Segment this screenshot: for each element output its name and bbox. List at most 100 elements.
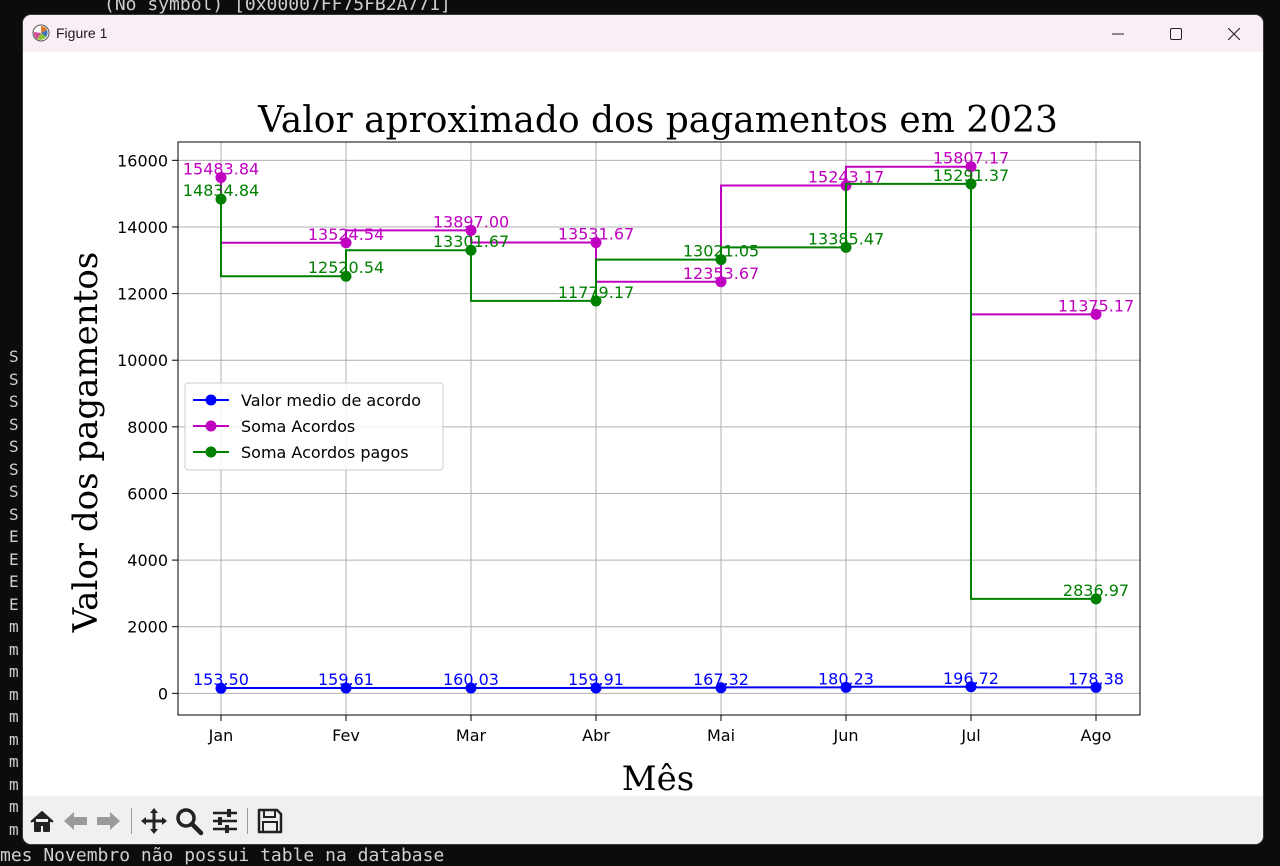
x-tick-label: Mai bbox=[707, 726, 735, 745]
legend-label: Valor medio de acordo bbox=[241, 391, 421, 410]
toolbar-separator bbox=[131, 808, 132, 834]
terminal-top-line: (No symbol) [0x00007FF75FB2A771] bbox=[104, 0, 451, 15]
data-label: 13531.67 bbox=[558, 225, 634, 244]
x-tick-label: Jan bbox=[208, 726, 234, 745]
terminal-char: S bbox=[9, 347, 19, 366]
home-icon[interactable] bbox=[27, 806, 57, 836]
legend-box bbox=[184, 382, 444, 471]
zoom-magnifier-icon[interactable] bbox=[174, 806, 204, 836]
data-labels: 153.50 159.61 160.03 159.91 167.32 180.23 196.… bbox=[183, 149, 1134, 689]
y-tick-label: 12000 bbox=[117, 285, 168, 304]
terminal-char: S bbox=[9, 459, 19, 479]
minimize-button[interactable] bbox=[1089, 15, 1147, 52]
data-label: 153.50 bbox=[193, 670, 249, 689]
y-axis-label: Valor dos pagamentos bbox=[66, 252, 106, 634]
figure-canvas[interactable]: Valor aproximado dos pagamentos em 2023 … bbox=[23, 52, 1263, 799]
data-point bbox=[840, 681, 852, 693]
y-tick-label: 14000 bbox=[117, 218, 168, 237]
data-point bbox=[340, 237, 352, 249]
terminal-char: m bbox=[9, 639, 19, 659]
terminal-char: m bbox=[9, 617, 19, 636]
data-label: 14834.84 bbox=[183, 181, 259, 200]
data-label: 12520.54 bbox=[308, 258, 384, 277]
data-point bbox=[965, 161, 977, 173]
terminal-char: m bbox=[9, 684, 19, 704]
data-point bbox=[465, 244, 477, 256]
close-icon bbox=[1228, 27, 1240, 40]
x-tick-label: Jul bbox=[960, 726, 980, 745]
terminal-char: S bbox=[9, 414, 19, 434]
data-label: 178.38 bbox=[1068, 669, 1124, 688]
data-label: 2836.97 bbox=[1063, 581, 1129, 600]
terminal-char: S bbox=[9, 369, 19, 389]
data-label: 15291.37 bbox=[933, 166, 1009, 185]
data-point bbox=[715, 254, 727, 266]
terminal-char: E bbox=[9, 527, 19, 546]
terminal-char: m bbox=[9, 774, 19, 794]
data-label: 159.61 bbox=[318, 670, 374, 689]
save-disk-icon[interactable] bbox=[255, 806, 285, 836]
x-tick-label: Ago bbox=[1081, 726, 1112, 745]
terminal-char: m bbox=[9, 662, 19, 681]
terminal-char: m bbox=[9, 797, 19, 816]
y-tick-label: 2000 bbox=[127, 618, 168, 637]
terminal-char: S bbox=[9, 482, 19, 501]
data-point bbox=[465, 224, 477, 236]
x-tick-label: Abr bbox=[582, 726, 610, 745]
pan-move-icon[interactable] bbox=[139, 806, 169, 836]
x-tick-label: Mar bbox=[456, 726, 487, 745]
data-label: 13524.54 bbox=[308, 225, 384, 244]
data-label: 167.32 bbox=[693, 670, 749, 689]
legend-marker bbox=[205, 446, 217, 458]
forward-arrow-icon[interactable] bbox=[93, 806, 123, 836]
y-tick-label: 4000 bbox=[127, 551, 168, 570]
data-label: 15807.17 bbox=[933, 149, 1009, 168]
data-point bbox=[340, 270, 352, 282]
y-tick-label: 16000 bbox=[117, 151, 168, 170]
data-point bbox=[965, 681, 977, 693]
data-point bbox=[965, 178, 977, 190]
data-label: 160.03 bbox=[443, 670, 499, 689]
terminal-bottom-line: mes Novembro não possui table na databas… bbox=[0, 845, 445, 866]
series-line bbox=[220, 182, 1096, 600]
terminal-char: m bbox=[9, 729, 19, 749]
data-label: 12353.67 bbox=[683, 264, 759, 283]
data-point bbox=[590, 682, 602, 694]
terminal-char: E bbox=[9, 549, 19, 569]
navigation-toolbar bbox=[23, 796, 1263, 844]
terminal-char: m bbox=[9, 707, 19, 726]
legend-marker bbox=[205, 420, 217, 432]
matplotlib-figure-icon bbox=[32, 24, 50, 42]
y-tick-label: 8000 bbox=[127, 418, 168, 437]
x-tick-label: Jun bbox=[833, 726, 859, 745]
chart-svg[interactable]: Valor aproximado dos pagamentos em 2023 … bbox=[23, 52, 1263, 799]
data-point bbox=[715, 276, 727, 288]
terminal-char: E bbox=[9, 572, 19, 591]
data-label: 180.23 bbox=[818, 669, 874, 688]
legend-label: Soma Acordos pagos bbox=[241, 443, 409, 462]
window-title: Figure 1 bbox=[56, 25, 108, 41]
minimize-icon bbox=[1112, 33, 1124, 34]
terminal-char: S bbox=[9, 504, 19, 524]
terminal-char: E bbox=[9, 594, 19, 614]
data-label: 13897.00 bbox=[433, 212, 509, 231]
maximize-button[interactable] bbox=[1147, 15, 1205, 52]
legend-marker bbox=[205, 394, 217, 406]
close-button[interactable] bbox=[1205, 15, 1263, 52]
axes-frame bbox=[177, 141, 1141, 716]
data-label: 11375.17 bbox=[1058, 296, 1134, 315]
data-point bbox=[1090, 681, 1102, 693]
data-point bbox=[465, 682, 477, 694]
figure-window: Figure 1 Valor aproximado dos pagamentos… bbox=[23, 15, 1263, 844]
back-arrow-icon[interactable] bbox=[61, 806, 91, 836]
x-axis-label: Mês bbox=[622, 759, 694, 796]
data-label: 15483.84 bbox=[183, 160, 259, 179]
configure-subplots-icon[interactable] bbox=[210, 806, 240, 836]
chart-title: Valor aproximado dos pagamentos em 2023 bbox=[257, 100, 1058, 141]
y-tick-label: 6000 bbox=[127, 484, 168, 503]
data-point bbox=[340, 682, 352, 694]
data-point bbox=[715, 682, 727, 694]
data-label: 13021.05 bbox=[683, 242, 759, 261]
title-bar[interactable]: Figure 1 bbox=[23, 15, 1263, 52]
